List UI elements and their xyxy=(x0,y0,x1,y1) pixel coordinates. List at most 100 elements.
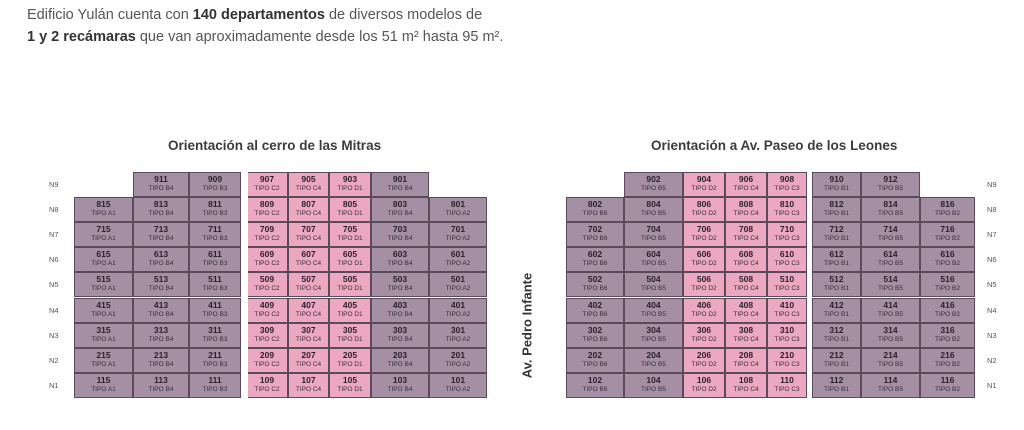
unit-number: 807 xyxy=(301,199,316,210)
unit-612: 612 TIPO B1 xyxy=(812,247,861,273)
unit-type: TIPO B2 xyxy=(935,260,960,268)
unit-number: 606 xyxy=(696,249,712,260)
unit-type: TIPO B4 xyxy=(148,285,174,293)
unit-type: TIPO B5 xyxy=(641,285,666,293)
unit-404: 404 TIPO B5 xyxy=(624,297,683,323)
unit-705: 705 TIPO D1 xyxy=(329,222,371,248)
unit-304: 304 TIPO B5 xyxy=(624,322,683,348)
level-label-n5: N5 xyxy=(987,280,997,290)
unit-607: 607 TIPO C4 xyxy=(288,247,329,273)
column-separator xyxy=(243,172,248,398)
unit-910: 910 TIPO B1 xyxy=(812,172,861,198)
unit-type: TIPO B4 xyxy=(387,185,413,192)
unit-type: TIPO B5 xyxy=(641,385,666,393)
unit-number: 316 xyxy=(940,324,955,335)
unit-number: 503 xyxy=(392,274,408,285)
unit-number: 804 xyxy=(646,199,661,210)
unit-type: TIPO D1 xyxy=(337,285,363,293)
unit-704: 704 TIPO B5 xyxy=(624,222,683,248)
unit-number: 211 xyxy=(208,349,222,360)
unit-106: 106 TIPO D2 xyxy=(683,372,725,398)
unit-number: 305 xyxy=(342,324,358,335)
unit-211: 211 TIPO B3 xyxy=(189,347,241,373)
unit-number: 213 xyxy=(153,349,169,360)
unit-type: TIPO B1 xyxy=(824,310,849,318)
unit-type: TIPO C3 xyxy=(774,210,800,218)
unit-812: 812 TIPO B1 xyxy=(812,197,861,223)
unit-number: 910 xyxy=(829,174,844,184)
unit-number: 512 xyxy=(829,274,844,285)
unit-number: 703 xyxy=(392,224,408,235)
unit-type: TIPO B4 xyxy=(148,185,174,192)
unit-type: TIPO B5 xyxy=(878,310,903,318)
unit-type: TIPO C4 xyxy=(733,335,759,343)
unit-number: 501 xyxy=(450,274,466,285)
unit-number: 513 xyxy=(153,274,169,285)
unit-115: 115 TIPO A1 xyxy=(74,372,133,398)
unit-909: 909 TIPO B3 xyxy=(189,172,241,198)
unit-type: TIPO D1 xyxy=(337,235,363,243)
intro-line-2: 1 y 2 recámaras que van aproximadamente … xyxy=(27,26,503,48)
unit-type: TIPO B4 xyxy=(387,285,413,293)
unit-number: 811 xyxy=(208,199,222,210)
unit-number: 101 xyxy=(450,374,466,385)
unit-number: 113 xyxy=(154,374,168,385)
level-label-n9: N9 xyxy=(49,180,59,189)
unit-type: TIPO C4 xyxy=(295,285,322,293)
unit-604: 604 TIPO B5 xyxy=(624,247,683,273)
unit-number: 907 xyxy=(259,174,275,184)
unit-number: 416 xyxy=(940,299,955,310)
unit-type: TIPO C4 xyxy=(733,360,759,368)
intro-line1-bold: 140 departamentos xyxy=(192,7,325,23)
unit-type: TIPO B4 xyxy=(387,260,413,268)
unit-type: TIPO A1 xyxy=(91,235,116,243)
unit-number: 813 xyxy=(153,199,169,210)
unit-type: TIPO A1 xyxy=(91,385,116,393)
unit-type: TIPO B4 xyxy=(148,360,174,368)
unit-type: TIPO D1 xyxy=(337,335,363,343)
unit-811: 811 TIPO B3 xyxy=(189,197,241,223)
unit-203: 203 TIPO B4 xyxy=(371,347,429,373)
unit-201: 201 TIPO A2 xyxy=(429,347,487,373)
unit-number: 406 xyxy=(696,299,712,310)
unit-type: TIPO B4 xyxy=(148,335,174,343)
right-panel-title: Orientación a Av. Paseo de los Leones xyxy=(651,138,898,153)
unit-number: 104 xyxy=(646,374,661,385)
column-separator xyxy=(807,172,812,398)
unit-number: 709 xyxy=(259,224,275,235)
unit-number: 803 xyxy=(392,199,408,210)
unit-number: 802 xyxy=(587,199,603,210)
unit-number: 403 xyxy=(392,299,408,310)
unit-611: 611 TIPO B3 xyxy=(189,247,241,273)
level-label-n1: N1 xyxy=(49,380,59,390)
unit-type: TIPO B6 xyxy=(582,385,608,393)
unit-number: 208 xyxy=(738,349,754,360)
unit-114: 114 TIPO B5 xyxy=(861,372,920,398)
unit-type: TIPO B3 xyxy=(202,260,228,268)
level-label-n1: N1 xyxy=(987,380,997,390)
unit-type: TIPO C4 xyxy=(295,235,322,243)
unit-707: 707 TIPO C4 xyxy=(288,222,329,248)
unit-number: 407 xyxy=(301,299,316,310)
unit-807: 807 TIPO C4 xyxy=(288,197,329,223)
unit-415: 415 TIPO A1 xyxy=(74,297,133,323)
unit-613: 613 TIPO B4 xyxy=(133,247,189,273)
intro-line2-post: que van aproximadamente desde los 51 m² … xyxy=(135,29,504,45)
unit-208: 208 TIPO C4 xyxy=(725,347,767,373)
unit-number: 616 xyxy=(940,249,955,260)
unit-number: 706 xyxy=(696,224,712,235)
unit-508: 508 TIPO C4 xyxy=(725,272,767,298)
unit-205: 205 TIPO D1 xyxy=(329,347,371,373)
unit-number: 507 xyxy=(301,274,316,285)
unit-number: 604 xyxy=(646,249,661,260)
unit-212: 212 TIPO B1 xyxy=(812,347,861,373)
unit-number: 816 xyxy=(940,199,955,210)
unit-number: 203 xyxy=(392,349,408,360)
unit-number: 214 xyxy=(883,349,898,360)
unit-type: TIPO C4 xyxy=(733,260,759,268)
unit-302: 302 TIPO B6 xyxy=(566,322,624,348)
unit-number: 216 xyxy=(940,349,955,360)
unit-type: TIPO D2 xyxy=(691,335,717,343)
unit-806: 806 TIPO D2 xyxy=(683,197,725,223)
unit-number: 511 xyxy=(208,274,222,285)
